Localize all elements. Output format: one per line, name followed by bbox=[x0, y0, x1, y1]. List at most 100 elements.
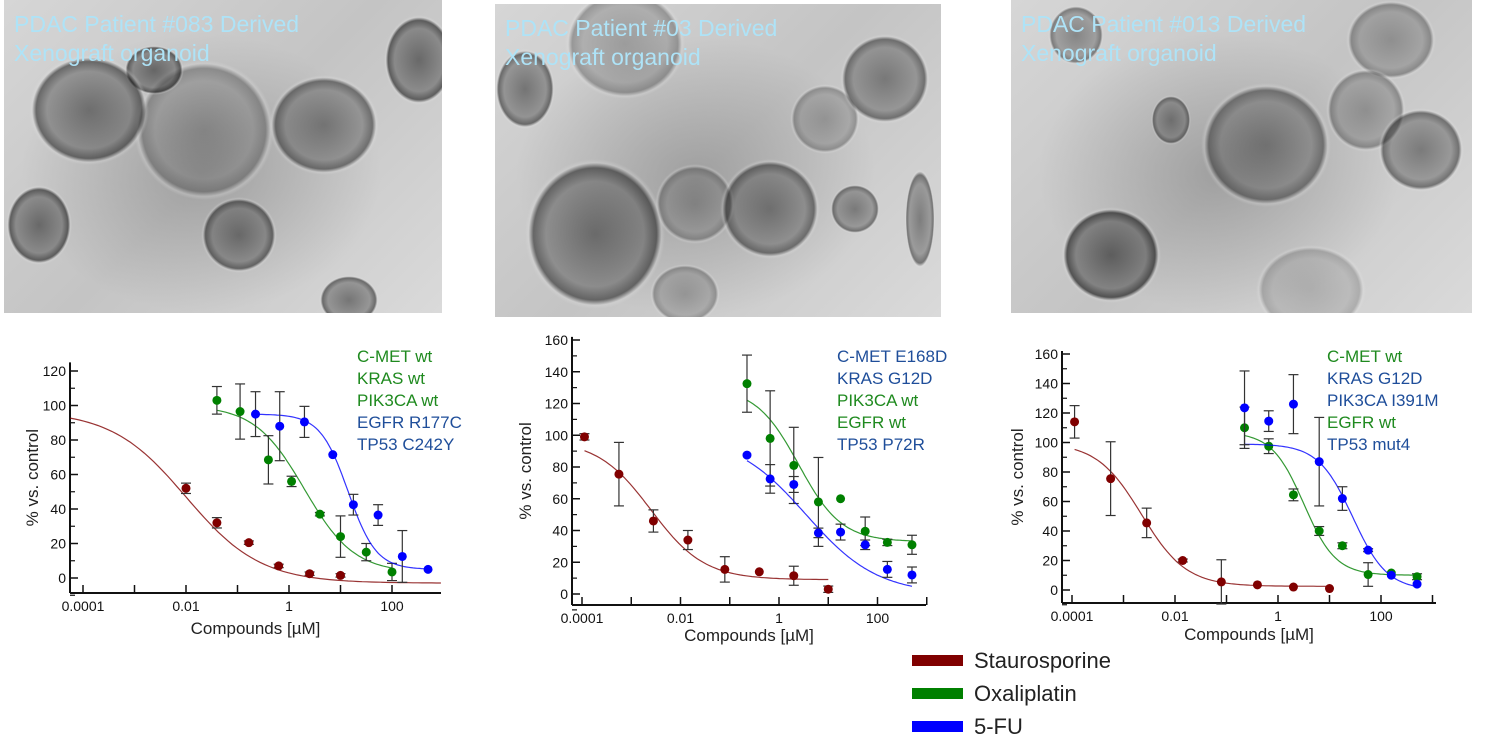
data-point bbox=[614, 469, 624, 479]
genotype-label: C-MET wt bbox=[1327, 347, 1403, 366]
data-point bbox=[813, 528, 823, 538]
y-tick-label: 0 bbox=[1050, 582, 1058, 598]
data-point bbox=[765, 433, 775, 443]
genotype-label: TP53 mut4 bbox=[1327, 435, 1410, 454]
y-tick-label: 60 bbox=[552, 491, 568, 507]
y-axis-label: % vs. control bbox=[1008, 428, 1027, 525]
legend-item-5fu: 5-FU bbox=[912, 710, 1111, 743]
chart-1: 0 20 40 60 80 100 120 0.0001 0.01 1 100 Compounds [… bbox=[23, 347, 462, 638]
y-tick-label: 120 bbox=[43, 363, 67, 379]
legend-swatch-icon bbox=[912, 688, 963, 699]
x-tick-label: 1 bbox=[285, 598, 293, 614]
data-point bbox=[823, 584, 833, 594]
micrograph-image bbox=[1011, 0, 1472, 313]
y-tick-label: 120 bbox=[545, 396, 569, 412]
y-tick-label: 120 bbox=[1035, 405, 1059, 421]
data-point bbox=[274, 561, 284, 571]
data-point bbox=[1363, 570, 1373, 580]
data-point bbox=[328, 450, 338, 460]
x-tick-label: 0.0001 bbox=[62, 598, 105, 614]
data-point bbox=[305, 569, 315, 579]
genotype-label: PIK3CA I391M bbox=[1327, 391, 1439, 410]
x-tick-label: 0.0001 bbox=[1051, 608, 1094, 624]
fit-curve bbox=[1244, 443, 1418, 588]
data-point bbox=[720, 564, 730, 574]
y-tick-label: 100 bbox=[1035, 435, 1059, 451]
data-point bbox=[742, 450, 752, 460]
data-point bbox=[1337, 494, 1347, 504]
data-point bbox=[882, 564, 892, 574]
y-tick-label: 60 bbox=[50, 467, 66, 483]
data-point bbox=[336, 570, 345, 580]
legend-swatch-icon bbox=[912, 721, 963, 732]
y-tick-label: 140 bbox=[545, 364, 569, 380]
y-tick-label: 80 bbox=[1042, 464, 1058, 480]
data-point bbox=[836, 527, 846, 537]
data-point bbox=[1337, 541, 1347, 551]
y-tick-label: 40 bbox=[552, 523, 568, 539]
data-point bbox=[860, 526, 870, 536]
y-tick-label: 40 bbox=[1042, 523, 1058, 539]
genotype-label: KRAS G12D bbox=[837, 369, 932, 388]
data-point bbox=[1178, 556, 1188, 565]
data-point bbox=[1325, 584, 1334, 594]
data-point bbox=[361, 547, 371, 557]
data-point bbox=[244, 538, 254, 548]
data-point bbox=[1288, 582, 1298, 592]
y-tick-label: 160 bbox=[1035, 346, 1059, 362]
legend-item-staurosporine: Staurosporine bbox=[912, 644, 1111, 677]
y-tick-label: 100 bbox=[545, 427, 569, 443]
data-point bbox=[1106, 474, 1116, 484]
data-point bbox=[423, 564, 433, 574]
fit-curve bbox=[69, 417, 441, 584]
x-tick-label: 0.01 bbox=[1161, 608, 1188, 624]
x-tick-label: 100 bbox=[1369, 608, 1393, 624]
data-point bbox=[907, 540, 917, 550]
y-tick-label: 0 bbox=[58, 570, 66, 586]
data-point bbox=[579, 432, 589, 442]
y-tick-label: 20 bbox=[1042, 553, 1058, 569]
genotype-label: PIK3CA wt bbox=[837, 391, 919, 410]
micrograph-patient-083: PDAC Patient #083 Derived Xenograft orga… bbox=[4, 0, 442, 313]
data-point bbox=[251, 409, 261, 419]
data-point bbox=[836, 494, 846, 504]
data-point bbox=[1386, 570, 1396, 580]
data-point bbox=[1070, 417, 1080, 427]
y-tick-label: 60 bbox=[1042, 494, 1058, 510]
data-point bbox=[1264, 416, 1274, 426]
data-point bbox=[742, 379, 752, 389]
data-point bbox=[648, 516, 658, 526]
data-point bbox=[1142, 518, 1152, 528]
legend: Staurosporine Oxaliplatin 5-FU bbox=[912, 644, 1111, 743]
data-point bbox=[299, 417, 309, 427]
y-axis-label: % vs. control bbox=[516, 422, 535, 519]
data-point bbox=[754, 567, 764, 577]
genotype-label: C-MET wt bbox=[357, 347, 433, 366]
y-tick-label: 80 bbox=[552, 459, 568, 475]
y-tick-label: 0 bbox=[560, 586, 568, 602]
genotype-label: EGFR wt bbox=[1327, 413, 1396, 432]
fit-curve bbox=[216, 409, 393, 569]
legend-label: Staurosporine bbox=[974, 647, 1111, 673]
y-tick-label: 20 bbox=[552, 554, 568, 570]
genotype-label: KRAS G12D bbox=[1327, 369, 1422, 388]
data-point bbox=[789, 460, 799, 470]
x-tick-label: 1 bbox=[775, 610, 783, 626]
data-point bbox=[1240, 403, 1250, 413]
data-point bbox=[1412, 572, 1422, 582]
legend-swatch-icon bbox=[912, 655, 963, 666]
data-point bbox=[813, 497, 823, 507]
genotype-label: EGFR wt bbox=[837, 413, 906, 432]
y-tick-label: 100 bbox=[43, 398, 67, 414]
micrograph-patient-03: PDAC Patient #03 Derived Xenograft organ… bbox=[495, 4, 941, 317]
data-point bbox=[387, 567, 397, 577]
data-point bbox=[1252, 580, 1262, 590]
genotype-label: C-MET E168D bbox=[837, 347, 947, 366]
genotype-label: PIK3CA wt bbox=[357, 391, 439, 410]
fit-curve bbox=[746, 460, 913, 587]
data-point bbox=[275, 421, 285, 431]
x-tick-label: 0.0001 bbox=[561, 610, 604, 626]
x-tick-label: 0.01 bbox=[667, 610, 694, 626]
micrograph-title: PDAC Patient #083 Derived Xenograft orga… bbox=[14, 11, 300, 66]
data-point bbox=[1412, 579, 1422, 589]
